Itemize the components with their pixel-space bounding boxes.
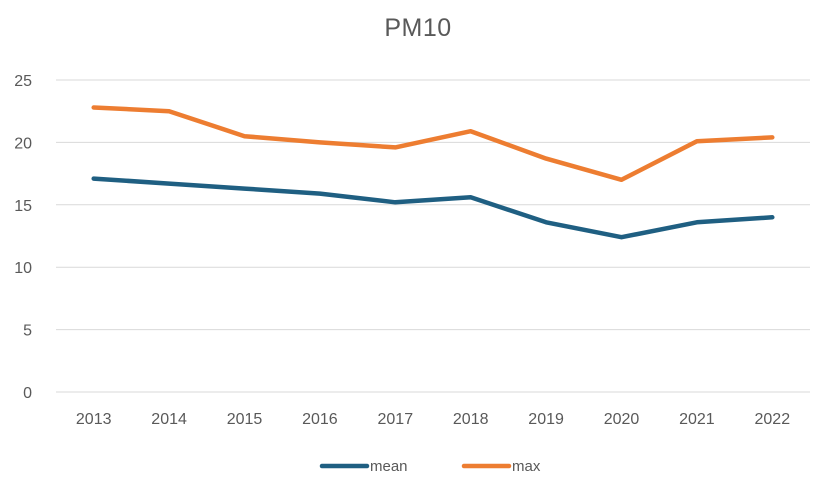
y-tick-label: 20 xyxy=(14,135,32,152)
x-axis-ticks: 2013 2014 2015 2016 2017 2018 2019 2020 2021 2022 xyxy=(76,411,790,428)
data-point-max-2014 xyxy=(167,109,171,113)
y-tick-label: 0 xyxy=(23,385,32,402)
data-point-mean-2013 xyxy=(92,177,96,181)
x-tick-label: 2022 xyxy=(755,411,791,428)
data-point-max-2017 xyxy=(393,145,397,149)
y-tick-label: 10 xyxy=(14,260,32,277)
data-point-mean-2020 xyxy=(620,235,624,239)
data-point-max-2013 xyxy=(92,105,96,109)
gridlines xyxy=(56,79,810,393)
data-point-max-2016 xyxy=(318,140,322,144)
y-tick-label: 25 xyxy=(14,73,32,90)
x-tick-label: 2015 xyxy=(227,411,263,428)
x-tick-label: 2016 xyxy=(302,411,338,428)
data-point-max-2022 xyxy=(770,135,774,139)
data-point-max-2015 xyxy=(243,134,247,138)
x-tick-label: 2021 xyxy=(679,411,715,428)
data-point-max-2021 xyxy=(695,139,699,143)
y-tick-label: 15 xyxy=(14,198,32,215)
x-tick-label: 2018 xyxy=(453,411,489,428)
x-tick-label: 2017 xyxy=(378,411,414,428)
data-point-mean-2016 xyxy=(318,192,322,196)
legend-label-max: max xyxy=(512,458,541,475)
series-line-max xyxy=(91,105,775,183)
data-point-mean-2017 xyxy=(393,200,397,204)
data-point-mean-2021 xyxy=(695,220,699,224)
data-point-max-2020 xyxy=(620,178,624,182)
x-tick-label: 2019 xyxy=(528,411,564,428)
data-point-mean-2014 xyxy=(167,182,171,186)
data-point-max-2018 xyxy=(469,129,473,133)
legend-label-mean: mean xyxy=(370,458,408,475)
series-lines xyxy=(91,105,775,240)
data-point-mean-2019 xyxy=(544,220,548,224)
y-tick-label: 5 xyxy=(23,323,32,340)
y-axis-ticks: 0 5 10 15 20 25 xyxy=(14,73,32,402)
x-tick-label: 2020 xyxy=(604,411,640,428)
x-tick-label: 2014 xyxy=(151,411,187,428)
legend: mean max xyxy=(319,458,541,475)
x-tick-label: 2013 xyxy=(76,411,112,428)
data-point-mean-2022 xyxy=(770,215,774,219)
chart-title: PM10 xyxy=(384,14,452,42)
data-point-mean-2018 xyxy=(469,195,473,199)
data-point-mean-2015 xyxy=(243,187,247,191)
data-point-max-2019 xyxy=(544,157,548,161)
series-line-mean xyxy=(91,176,775,240)
